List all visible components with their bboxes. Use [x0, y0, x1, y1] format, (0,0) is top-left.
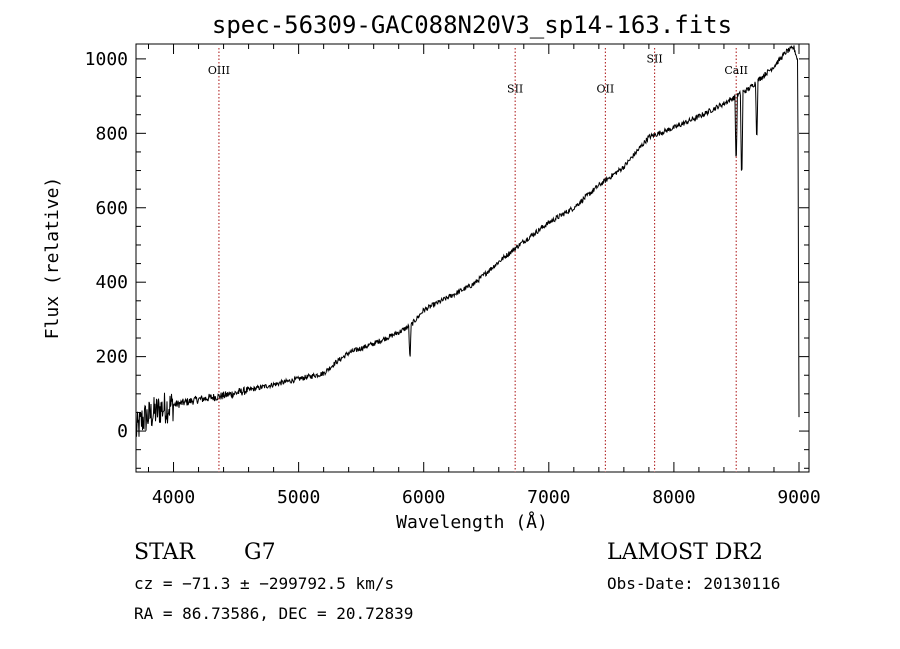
redshift-info: cz = −71.3 ± −299792.5 km/s [134, 574, 394, 593]
coordinates: RA = 86.73586, DEC = 20.72839 [134, 604, 413, 623]
x-tick-label: 7000 [527, 487, 570, 508]
emission-line-markers: OIII SII OII SII CaII [208, 48, 748, 472]
y-tick-label: 200 [95, 347, 128, 368]
observation-date: Obs-Date: 20130116 [607, 574, 780, 593]
x-tick-label: 8000 [652, 487, 695, 508]
object-class: STAR [134, 540, 196, 565]
x-tick-label: 5000 [277, 487, 320, 508]
emission-line-label: CaII [724, 64, 748, 77]
emission-line-label: SII [647, 53, 663, 66]
y-tick-label: 400 [95, 272, 128, 293]
axis-ticks: 4000 5000 6000 7000 8000 9000 0 200 400 600 800 100… [85, 44, 821, 508]
spectrum-series [135, 45, 800, 437]
x-tick-label: 9000 [777, 487, 820, 508]
y-axis-label: Flux (relative) [42, 177, 63, 340]
y-tick-label: 0 [117, 421, 128, 442]
spectrum-line [135, 45, 800, 437]
emission-line-label: SII [507, 82, 523, 95]
y-tick-label: 800 [95, 123, 128, 144]
emission-line-label: OII [596, 82, 614, 95]
x-axis-label: Wavelength (Å) [396, 511, 548, 533]
y-tick-label: 1000 [85, 49, 128, 70]
survey-name: LAMOST DR2 [607, 540, 763, 565]
object-subclass: G7 [244, 540, 276, 565]
x-tick-label: 6000 [402, 487, 445, 508]
y-tick-label: 600 [95, 198, 128, 219]
chart-title: spec-56309-GAC088N20V3_sp14-163.fits [212, 11, 732, 39]
plot-frame [135, 43, 810, 473]
x-tick-label: 4000 [152, 487, 195, 508]
emission-line-label: OIII [208, 64, 230, 77]
